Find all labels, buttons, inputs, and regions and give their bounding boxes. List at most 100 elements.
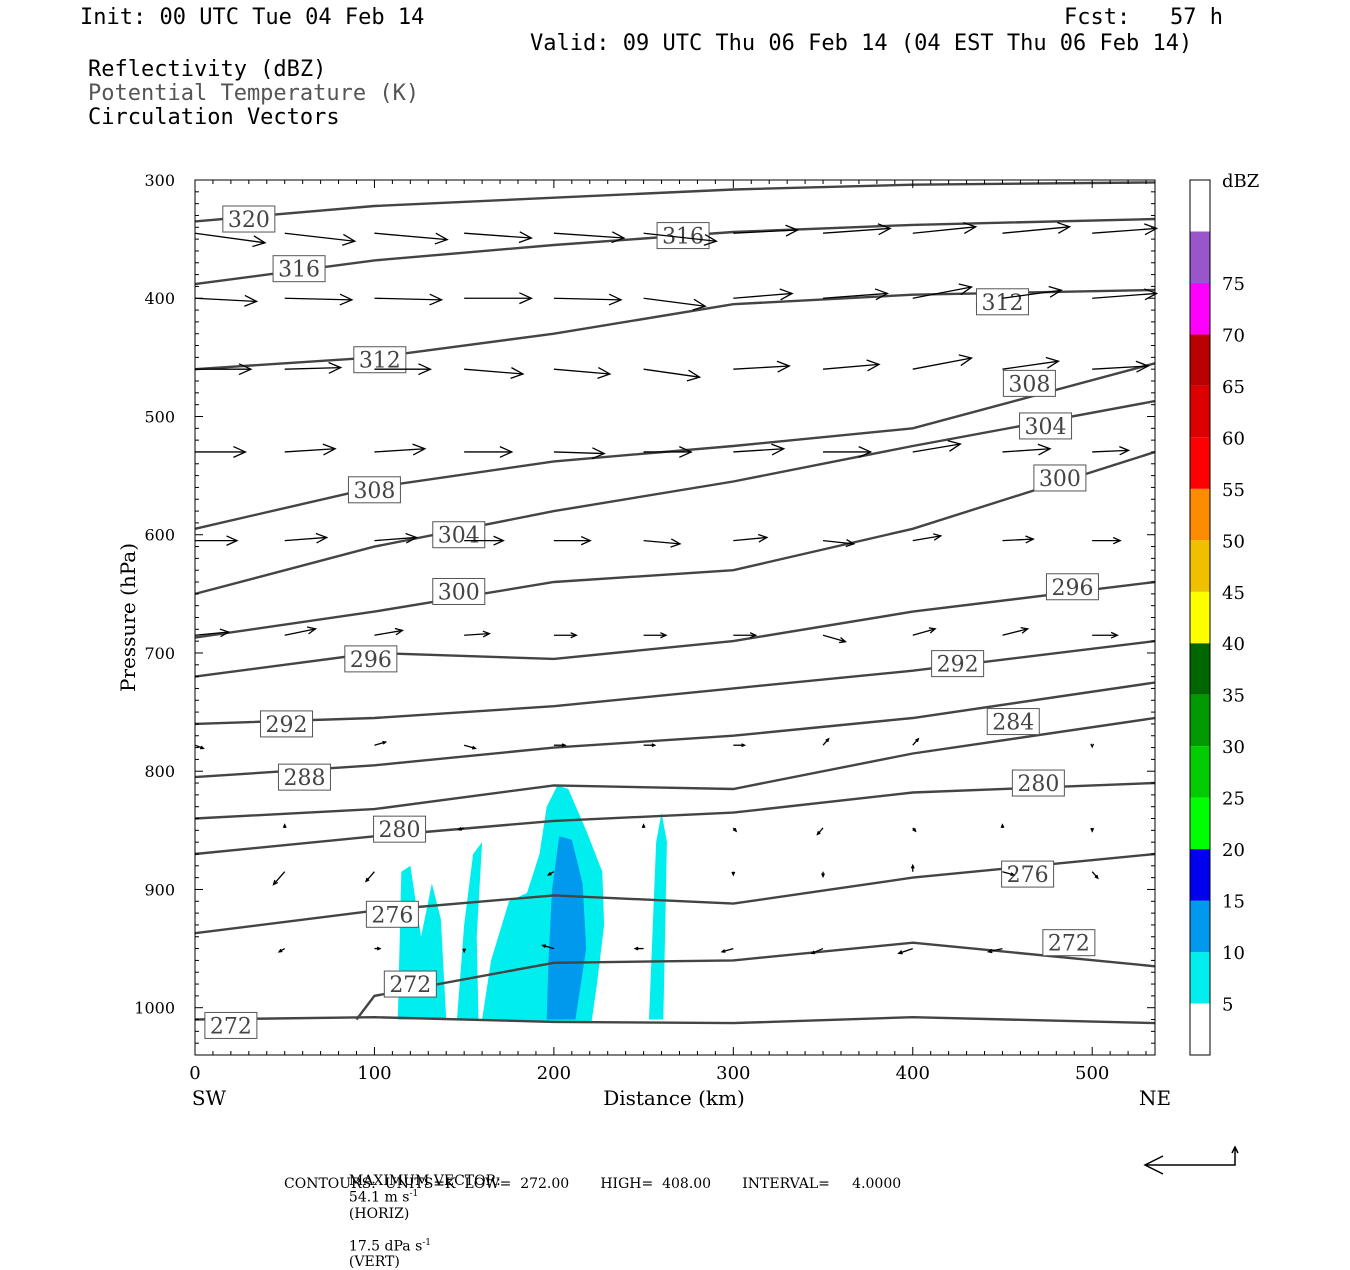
vector-head (1144, 223, 1159, 236)
vector-shaft (898, 947, 913, 954)
colorbar-level-label: 35 (1222, 686, 1245, 707)
vector-shaft (284, 628, 316, 636)
vector-shaft (733, 292, 793, 299)
colorbar-level-label: 55 (1222, 480, 1245, 501)
horiz-suffix: (HORIZ) (348, 1205, 410, 1222)
contour-label-box (1019, 412, 1073, 440)
circulation-vector (195, 363, 253, 376)
circulation-vector (1092, 223, 1159, 236)
circulation-vector (816, 827, 824, 836)
vector-shaft (1092, 449, 1129, 453)
vector-shaft (273, 871, 286, 885)
theta-contour-308 (194, 362, 1156, 530)
colorbar-level-label: 25 (1222, 789, 1245, 810)
vector-head (641, 823, 646, 829)
colorbar-level-label: 50 (1222, 531, 1245, 552)
vector-head (858, 446, 873, 458)
circulation-vector (912, 222, 978, 234)
contour-label-box (432, 521, 486, 549)
vector-head (546, 871, 552, 876)
vector-head (986, 948, 993, 954)
vector-head (322, 443, 337, 456)
vector-head (597, 367, 612, 379)
vector-head (757, 533, 769, 543)
circulation-vector (912, 627, 937, 636)
vector-head (462, 948, 467, 954)
vector-shaft (194, 631, 229, 636)
circulation-vector (374, 363, 433, 376)
contour-label: 272 (1048, 932, 1090, 957)
circulation-vector (374, 740, 388, 746)
colorbar-level-label: 10 (1222, 943, 1245, 964)
x-tick-label: 100 (357, 1063, 391, 1084)
x-tick-label: 400 (896, 1063, 930, 1084)
vector-head (1037, 443, 1052, 456)
contour-label: 304 (438, 524, 480, 549)
forecast-hour: Fcst: 57 h (1064, 5, 1223, 30)
vector-head (839, 637, 847, 644)
vector-shaft (374, 741, 386, 746)
circulation-vector (986, 947, 1003, 954)
circulation-vector (195, 535, 239, 546)
vector-head (434, 232, 449, 245)
vector-shaft (374, 536, 417, 542)
vector-shaft (733, 365, 790, 370)
vector-shaft (912, 357, 972, 370)
circulation-vector (464, 535, 505, 546)
x-axis-title: Distance (km) (603, 1086, 745, 1110)
colorbar-swatch (1190, 1003, 1210, 1055)
contour-label-box (986, 708, 1040, 736)
vector-head (394, 627, 405, 636)
vector-shaft (1002, 226, 1070, 234)
circulation-vector (823, 446, 873, 458)
vector-shaft (811, 947, 824, 954)
vector-head (874, 288, 890, 301)
vector-head (482, 630, 491, 638)
colorbar-swatch (1190, 231, 1210, 283)
circulation-vector (194, 744, 205, 750)
circulation-vector (912, 354, 974, 370)
contour-label: 312 (359, 349, 401, 374)
circulation-vector (1002, 626, 1030, 636)
vector-shaft (988, 947, 1003, 953)
circulation-vector (897, 947, 913, 955)
field-potential-temperature: Potential Temperature (K) (88, 81, 420, 106)
vector-shaft (284, 448, 336, 453)
vector-shaft (1002, 360, 1059, 370)
theta-contour-320 (194, 181, 1156, 223)
colorbar-level-label: 65 (1222, 377, 1245, 398)
vector-shaft (553, 368, 610, 375)
vector-head (897, 950, 903, 955)
axes-layer: 300 400 500 600 700 800 900 1000 0 100 200 300 400 50… (116, 171, 1171, 1110)
circulation-vector (1002, 221, 1072, 234)
vector-head (741, 743, 747, 748)
vector-shaft (374, 448, 425, 453)
vectors-layer (194, 221, 1159, 955)
contour-label: 308 (353, 479, 395, 504)
colorbar-swatch (1190, 282, 1210, 335)
colorbar-level-label: 75 (1222, 274, 1245, 295)
contour-label: 316 (278, 258, 320, 283)
vector-shaft (365, 871, 375, 882)
vector-head (570, 632, 578, 639)
circulation-vector (910, 863, 915, 872)
vector-shaft (1002, 628, 1028, 636)
vector-head (418, 363, 433, 376)
vector-shaft (464, 232, 532, 239)
contour-label: 296 (1051, 576, 1093, 601)
vector-head (963, 222, 978, 234)
circulation-vector (1090, 743, 1095, 749)
vector-shaft (553, 232, 624, 239)
circulation-vector (1002, 535, 1035, 544)
x-tick-label: 500 (1075, 1063, 1109, 1084)
vector-shaft (643, 368, 700, 378)
vector-shaft (284, 536, 327, 542)
circulation-vector (553, 743, 567, 748)
colorbar-swatch (1190, 437, 1210, 489)
vector-shaft (1002, 871, 1014, 876)
vector-shaft (912, 286, 972, 299)
contour-label-box (260, 710, 314, 738)
max-vector-line: MAXIMUM VECTOR: 54.1 m s-1 (HORIZ) 17.5 … (340, 1157, 501, 1270)
init-time: Init: 00 UTC Tue 04 Feb 14 (80, 5, 425, 30)
cross-section-chart: 3203163163123123083083043043003002962962… (116, 171, 1259, 1175)
